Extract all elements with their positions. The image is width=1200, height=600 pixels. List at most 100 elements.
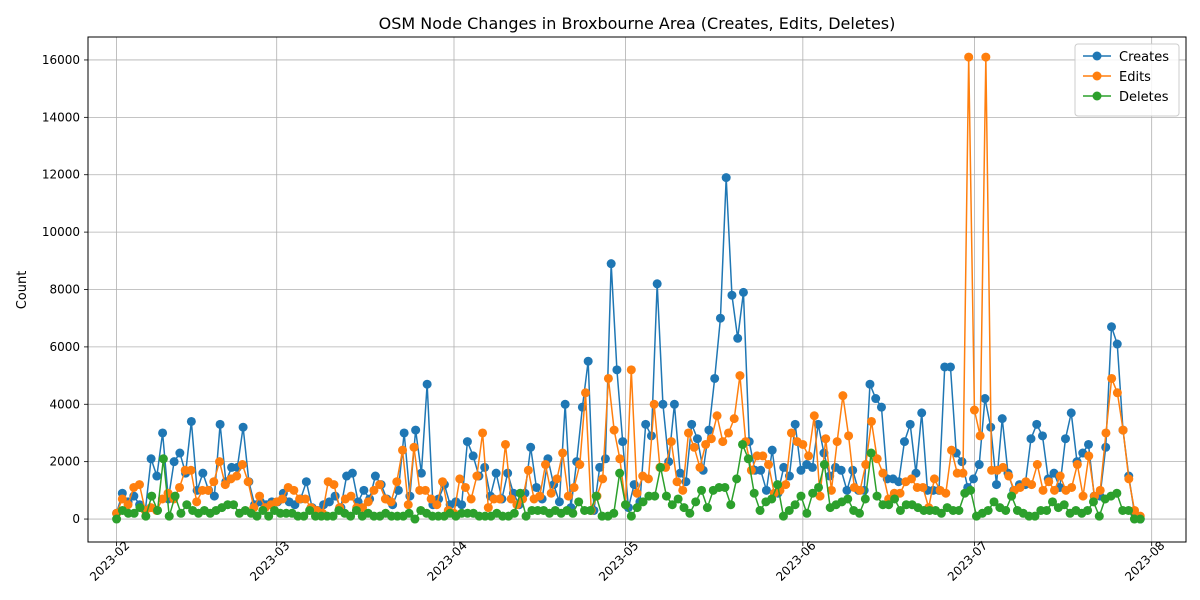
data-point [409, 442, 419, 452]
data-point [691, 497, 701, 507]
data-point [370, 471, 380, 481]
data-point [638, 497, 648, 507]
data-point [182, 500, 192, 510]
data-point [838, 391, 848, 401]
legend-marker [1092, 71, 1102, 81]
data-point [918, 482, 928, 492]
data-point [243, 477, 253, 487]
data-point [689, 442, 699, 452]
data-point [351, 505, 361, 515]
data-point [600, 454, 610, 464]
data-point [876, 402, 886, 412]
data-point [575, 460, 585, 470]
data-point [890, 494, 900, 504]
data-point [743, 454, 753, 464]
y-tick-label: 10000 [42, 225, 80, 239]
data-point [1059, 500, 1069, 510]
x-tick-label: 2023-07 [945, 538, 990, 583]
data-point [289, 485, 299, 495]
series-edits [112, 52, 1145, 521]
data-point [215, 419, 225, 429]
data-point [462, 437, 472, 447]
data-point [866, 448, 876, 458]
data-point [192, 497, 202, 507]
data-point [609, 425, 619, 435]
data-point [738, 287, 748, 297]
legend-marker [1092, 91, 1102, 101]
data-point [790, 419, 800, 429]
data-point [264, 511, 274, 521]
data-point [871, 394, 881, 404]
data-point [157, 494, 167, 504]
data-point [581, 388, 591, 398]
data-point [615, 468, 625, 478]
data-point [678, 485, 688, 495]
x-tick-label: 2023-06 [773, 538, 818, 583]
data-point [808, 488, 818, 498]
data-point [929, 474, 939, 484]
data-point [411, 425, 421, 435]
data-point [175, 448, 185, 458]
y-axis-label: Count [15, 271, 30, 310]
data-point [563, 491, 573, 501]
data-point [872, 491, 882, 501]
data-point [755, 505, 765, 515]
data-point [398, 445, 408, 455]
data-point [702, 503, 712, 513]
data-point [626, 511, 636, 521]
data-point [842, 485, 852, 495]
data-point [1067, 482, 1077, 492]
data-point [158, 454, 168, 464]
data-point [1055, 471, 1065, 481]
data-point [756, 465, 766, 475]
data-point [560, 399, 570, 409]
data-point [574, 497, 584, 507]
data-point [164, 511, 174, 521]
y-tick-label: 16000 [42, 53, 80, 67]
data-point [526, 442, 536, 452]
data-point [1004, 471, 1014, 481]
data-point [568, 508, 578, 518]
data-point [618, 437, 628, 447]
data-point [649, 399, 659, 409]
data-point [643, 474, 653, 484]
data-point [773, 480, 783, 490]
data-point [807, 462, 817, 472]
y-tick-label: 12000 [42, 168, 80, 182]
data-point [821, 434, 831, 444]
data-point [1072, 460, 1082, 470]
data-point [860, 494, 870, 504]
data-point [460, 482, 470, 492]
series-line-edits [115, 57, 1141, 517]
data-point [991, 480, 1001, 490]
data-point [989, 497, 999, 507]
data-point [855, 485, 865, 495]
data-point [375, 480, 385, 490]
data-point [1078, 491, 1088, 501]
data-point [457, 500, 467, 510]
data-point [359, 485, 369, 495]
y-tick-label: 6000 [49, 340, 80, 354]
legend-label: Edits [1119, 70, 1151, 85]
data-point [346, 511, 356, 521]
data-point [974, 460, 984, 470]
data-point [328, 511, 338, 521]
data-point [899, 437, 909, 447]
data-point [1049, 485, 1059, 495]
data-point [158, 428, 168, 438]
data-point [523, 465, 533, 475]
data-point [843, 494, 853, 504]
data-point [975, 431, 985, 441]
data-point [685, 508, 695, 518]
data-point [186, 416, 196, 426]
data-point [399, 428, 409, 438]
data-point [832, 437, 842, 447]
data-point [836, 465, 846, 475]
series-deletes [112, 439, 1145, 524]
data-point [941, 488, 951, 498]
data-point [706, 434, 716, 444]
data-point [1124, 505, 1134, 515]
data-point [866, 416, 876, 426]
data-point [506, 494, 516, 504]
data-point [621, 500, 630, 510]
